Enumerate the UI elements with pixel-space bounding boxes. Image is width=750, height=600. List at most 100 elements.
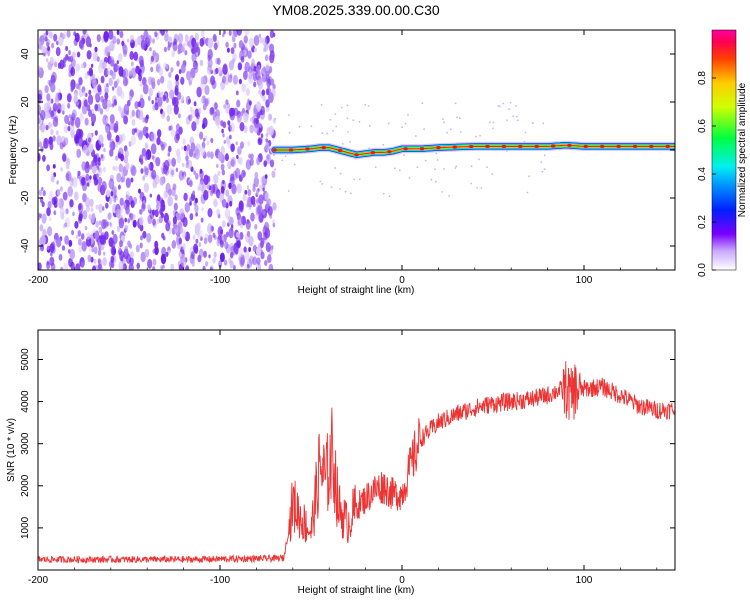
noise-speck (364, 103, 367, 106)
noise-blob (253, 176, 259, 188)
noise-blob (38, 104, 41, 114)
noise-blob (272, 202, 277, 211)
noise-blob (178, 170, 184, 181)
noise-blob (229, 216, 234, 226)
noise-blob (55, 130, 59, 136)
noise-blob (130, 61, 134, 67)
noise-blob (242, 171, 246, 177)
noise-blob (144, 167, 149, 176)
noise-blob (268, 92, 274, 104)
noise-speck (334, 113, 337, 115)
noise-blob (165, 97, 169, 103)
noise-blob (210, 69, 213, 75)
noise-blob (236, 113, 242, 124)
noise-blob (203, 250, 207, 258)
noise-blob (239, 203, 244, 212)
noise-blob (84, 117, 89, 126)
noise-blob (88, 213, 92, 220)
noise-blob (80, 233, 85, 240)
noise-blob (217, 66, 222, 74)
noise-speck (341, 142, 344, 145)
noise-blob (143, 203, 146, 208)
noise-blob (48, 136, 53, 145)
noise-blob (152, 38, 155, 44)
noise-blob (77, 238, 82, 246)
noise-speck (284, 155, 287, 158)
noise-blob (171, 157, 177, 167)
noise-blob (265, 133, 269, 138)
noise-blob (156, 203, 160, 211)
noise-speck (489, 121, 491, 124)
noise-blob (105, 45, 111, 57)
noise-blob (40, 235, 46, 246)
noise-blob (101, 143, 104, 148)
noise-blob (212, 257, 216, 264)
noise-blob (207, 37, 214, 49)
noise-speck (449, 128, 452, 131)
noise-speck (334, 167, 336, 169)
noise-blob (203, 189, 209, 201)
noise-blob (245, 88, 250, 96)
noise-blob (116, 172, 122, 183)
noise-blob (47, 121, 52, 130)
noise-blob (105, 117, 109, 123)
noise-blob (87, 254, 92, 263)
noise-blob (245, 159, 252, 170)
noise-blob (79, 112, 84, 121)
noise-blob (165, 30, 169, 33)
noise-blob (149, 193, 152, 198)
noise-blob (221, 169, 226, 176)
noise-blob (173, 104, 179, 115)
noise-blob (157, 129, 162, 138)
noise-blob (66, 30, 71, 38)
noise-blob (119, 197, 124, 206)
noise-blob (178, 126, 183, 135)
noise-blob (44, 85, 49, 94)
noise-blob (161, 110, 166, 117)
noise-blob (222, 180, 225, 185)
spectrogram-heatmap (38, 30, 675, 270)
noise-blob (224, 208, 231, 220)
noise-blob (227, 74, 233, 83)
noise-blob (265, 99, 270, 108)
noise-blob (241, 107, 246, 114)
noise-blob (91, 163, 97, 174)
noise-blob (130, 165, 137, 177)
noise-blob (151, 155, 155, 160)
noise-blob (250, 117, 253, 122)
noise-blob (229, 134, 232, 140)
noise-blob (269, 43, 275, 54)
noise-blob (106, 83, 109, 88)
noise-blob (109, 114, 115, 124)
noise-blob (95, 93, 100, 101)
noise-blob (244, 30, 250, 36)
noise-blob (210, 107, 215, 115)
noise-blob (199, 59, 204, 67)
noise-blob (188, 79, 192, 86)
noise-blob (137, 101, 141, 108)
noise-blob (121, 174, 126, 183)
noise-blob (171, 240, 177, 249)
noise-blob (253, 35, 260, 46)
noise-blob (159, 176, 165, 186)
noise-blob (41, 186, 44, 191)
noise-blob (87, 94, 94, 106)
noise-blob (248, 153, 252, 159)
noise-blob (270, 78, 275, 86)
noise-blob (103, 61, 107, 69)
noise-blob (82, 61, 87, 69)
noise-blob (52, 135, 56, 142)
noise-blob (100, 75, 105, 84)
noise-blob (193, 101, 197, 107)
noise-blob (98, 134, 104, 146)
noise-blob (228, 228, 234, 239)
noise-blob (258, 122, 263, 129)
noise-blob (93, 154, 98, 163)
noise-blob (156, 78, 161, 86)
noise-blob (243, 35, 248, 44)
noise-speck (374, 166, 377, 169)
noise-blob (160, 75, 165, 84)
noise-blob (223, 30, 226, 35)
noise-blob (195, 238, 199, 244)
noise-blob (156, 137, 161, 146)
